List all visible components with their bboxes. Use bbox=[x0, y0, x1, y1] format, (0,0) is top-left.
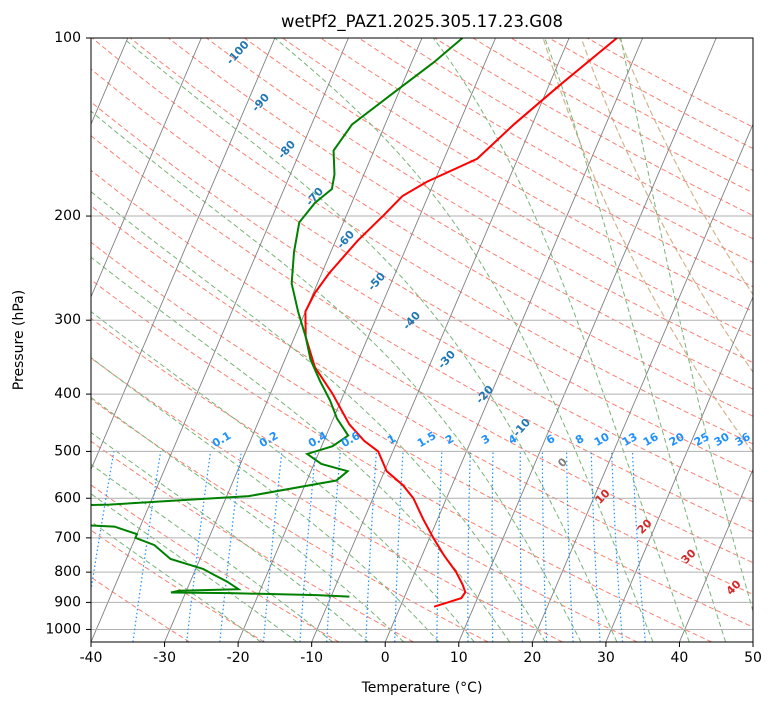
mixing-ratio-line bbox=[186, 451, 212, 642]
wet-bulb-line bbox=[542, 38, 753, 454]
wet-bulb-line bbox=[580, 38, 753, 374]
mixing-ratio-line bbox=[132, 451, 162, 642]
dry-adiabat-line bbox=[168, 38, 753, 390]
y-tick-label: 500 bbox=[54, 443, 81, 459]
moist-adiabat-line bbox=[91, 191, 546, 642]
dry-adiabat-line bbox=[91, 357, 563, 642]
y-axis-title: Pressure (hPa) bbox=[11, 290, 27, 390]
dry-adiabat-line bbox=[206, 38, 753, 364]
isotherm-line bbox=[91, 38, 202, 299]
dry-adiabat-line bbox=[91, 398, 489, 642]
chart-title: wetPf2_PAZ1.2025.305.17.23.G08 bbox=[281, 12, 563, 32]
dry-adiabat-line bbox=[91, 135, 753, 533]
moist-adiabat-line bbox=[91, 310, 475, 642]
x-tick-label: -20 bbox=[227, 650, 250, 666]
moist-adiabat-line bbox=[91, 356, 440, 642]
mixing-ratio-line bbox=[91, 451, 115, 594]
x-tick-label: -40 bbox=[80, 650, 103, 666]
moist-adiabat-line bbox=[91, 463, 334, 642]
y-tick-label: 800 bbox=[54, 564, 81, 580]
dry-adiabat-line bbox=[91, 101, 753, 503]
isotherm-line bbox=[237, 38, 496, 642]
moist-adiabat-line bbox=[544, 38, 727, 642]
dry-adiabat-line bbox=[91, 529, 265, 642]
isotherm-line bbox=[311, 38, 570, 642]
isotherm-line bbox=[91, 38, 276, 471]
y-tick-label: 600 bbox=[54, 490, 81, 506]
moist-adiabat-line bbox=[91, 520, 262, 642]
moist-adiabat-line bbox=[620, 38, 753, 613]
y-tick-label: 700 bbox=[54, 530, 81, 546]
x-tick-label: 50 bbox=[744, 650, 762, 666]
dry-adiabat-line bbox=[91, 484, 340, 642]
dewpoint-profile bbox=[91, 38, 464, 598]
y-tick-label: 200 bbox=[54, 208, 81, 224]
isotherm-line bbox=[679, 468, 753, 642]
moist-adiabat-line bbox=[91, 396, 404, 642]
y-axis: 100 200 300 400 500 600 700 800 900 1000 bbox=[45, 30, 91, 637]
isotherm-line bbox=[384, 38, 644, 642]
dry-adiabat-line bbox=[91, 317, 638, 642]
y-tick-label: 100 bbox=[54, 30, 81, 46]
temperature-profile bbox=[304, 38, 618, 608]
isotherm-line bbox=[605, 295, 753, 642]
dry-adiabat-line bbox=[91, 169, 753, 564]
y-tick-label: 300 bbox=[54, 312, 81, 328]
moist-adiabat-line bbox=[432, 38, 690, 642]
x-tick-label: 40 bbox=[671, 650, 689, 666]
x-tick-label: -30 bbox=[153, 650, 176, 666]
isotherm-line bbox=[458, 38, 717, 642]
plot-frame bbox=[90, 37, 754, 643]
isotherm-line bbox=[531, 123, 753, 642]
x-tick-label: 20 bbox=[523, 650, 541, 666]
y-tick-label: 400 bbox=[54, 386, 81, 402]
x-axis: -40 -30 -20 -10 0 10 20 30 40 50 bbox=[80, 642, 762, 666]
dry-adiabat-line bbox=[91, 205, 753, 595]
dry-adiabat-line bbox=[244, 38, 753, 338]
dry-adiabat-line bbox=[91, 279, 713, 642]
x-tick-label: 0 bbox=[381, 650, 390, 666]
x-axis-title: Temperature (°C) bbox=[361, 680, 483, 696]
moist-adiabat-line bbox=[274, 38, 654, 642]
x-tick-label: 30 bbox=[597, 650, 615, 666]
moist-adiabat-line bbox=[122, 38, 618, 642]
x-tick-label: -10 bbox=[300, 650, 323, 666]
isotherm-line bbox=[91, 38, 349, 642]
y-tick-label: 1000 bbox=[45, 621, 81, 637]
isotherm-line bbox=[164, 38, 423, 642]
dry-adiabat-line bbox=[91, 241, 753, 628]
dry-adiabat-line bbox=[130, 38, 753, 417]
moist-adiabat-line bbox=[91, 110, 582, 642]
mixing-ratio-line bbox=[219, 451, 242, 642]
moist-adiabat-line bbox=[91, 256, 511, 642]
moist-adiabat-line bbox=[91, 431, 369, 642]
x-tick-label: 10 bbox=[450, 650, 468, 666]
y-tick-label: 900 bbox=[54, 594, 81, 610]
